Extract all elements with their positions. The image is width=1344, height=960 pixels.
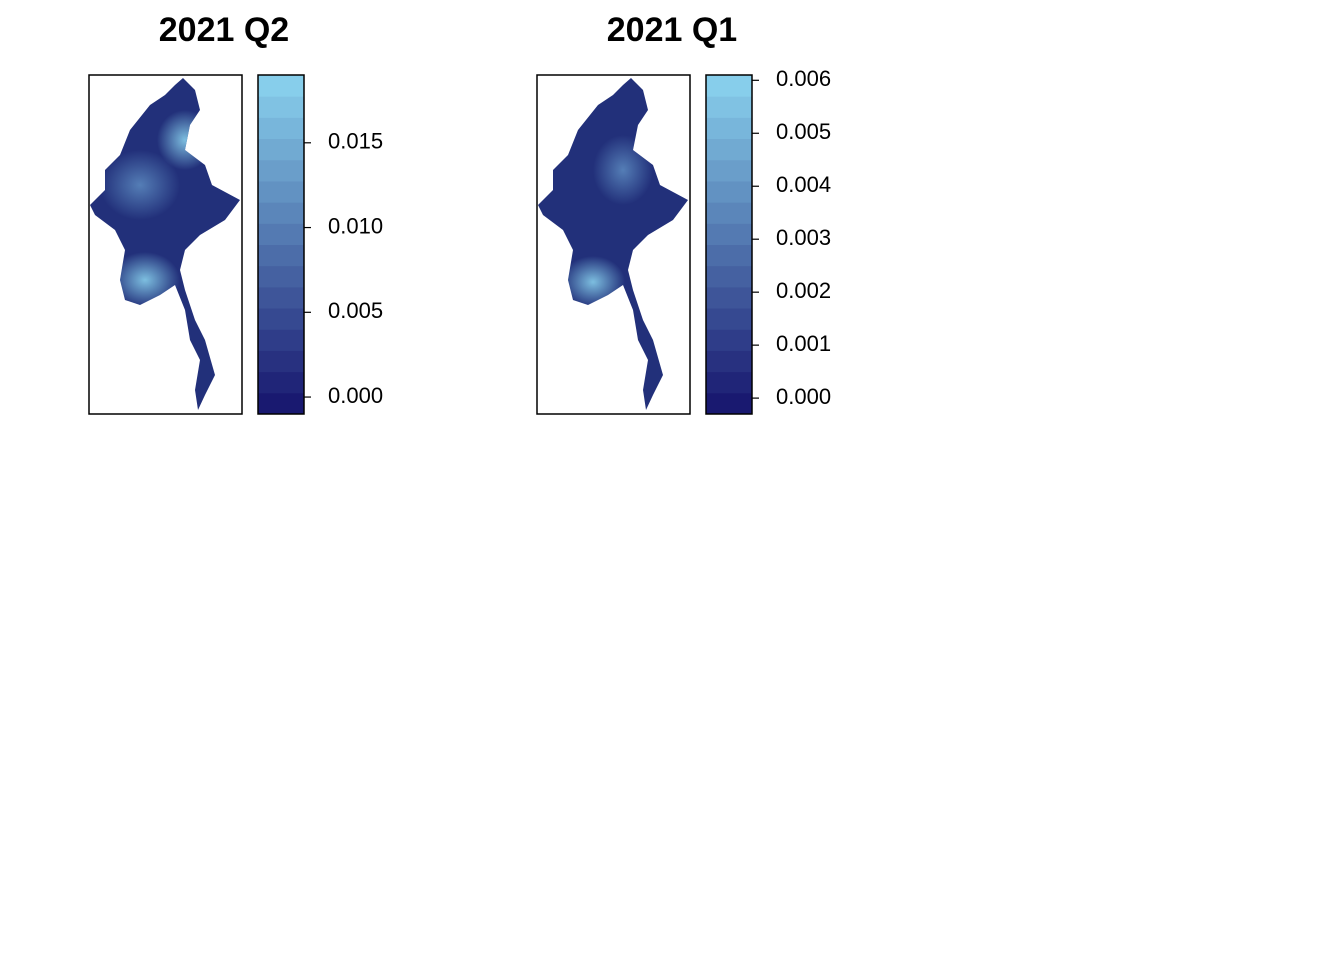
panel-title: 2021 Q2 [159,11,289,49]
legend-band [258,350,304,373]
map-frame [88,74,243,415]
legend-band [706,329,752,351]
legend-band [706,202,752,224]
legend-band [258,159,304,182]
legend-tick-label: 0.005 [776,119,831,144]
legend-band [706,265,752,288]
legend-band [706,286,752,309]
legend-band [706,180,752,203]
legend-tick-label: 0.000 [776,384,831,409]
legend-band [258,223,304,245]
legend-band [706,223,752,245]
legend-tick-label: 0.005 [328,298,383,323]
legend-band [258,286,304,309]
legend-band [258,329,304,351]
legend-tick-label: 0.000 [328,383,383,408]
map-frame [536,74,691,415]
map-group [538,78,688,410]
panel-title: 2021 Q1 [607,11,737,49]
panel: 2021 Q1 0.000 0.001 0.002 0.003 0.004 0.005 0.… [536,11,831,415]
legend-tick-label: 0.003 [776,225,831,250]
legend-band [706,350,752,373]
legend-band [258,96,304,118]
legend-band [706,138,752,161]
legend-band [258,244,304,267]
legend-tick-label: 0.010 [328,213,383,238]
legend-band [706,244,752,267]
legend-band [258,180,304,203]
legend-band [258,202,304,224]
map-region [90,78,240,410]
legend-band [258,117,304,140]
legend-tick-label: 0.004 [776,172,831,197]
legend-band [706,392,752,415]
legend-band [258,392,304,415]
legend-frame [257,74,305,415]
legend-band [706,117,752,140]
legend-tick-label: 0.002 [776,278,831,303]
legend-tick-label: 0.001 [776,331,831,356]
legend-band [706,75,752,97]
legend-band [258,138,304,161]
legend-band [258,75,304,97]
legend-frame [705,74,753,415]
legend-band [258,371,304,394]
legend-band [706,308,752,330]
legend-band [706,159,752,182]
map-region [538,78,688,410]
legend-band [258,265,304,288]
legend-tick-label: 0.015 [328,129,383,154]
legend-band [706,96,752,118]
legend-tick-label: 0.006 [776,66,831,91]
legend-band [258,308,304,330]
panel: 2021 Q2 0.000 0.005 0.010 0.015 [88,11,383,415]
legend-band [706,371,752,394]
